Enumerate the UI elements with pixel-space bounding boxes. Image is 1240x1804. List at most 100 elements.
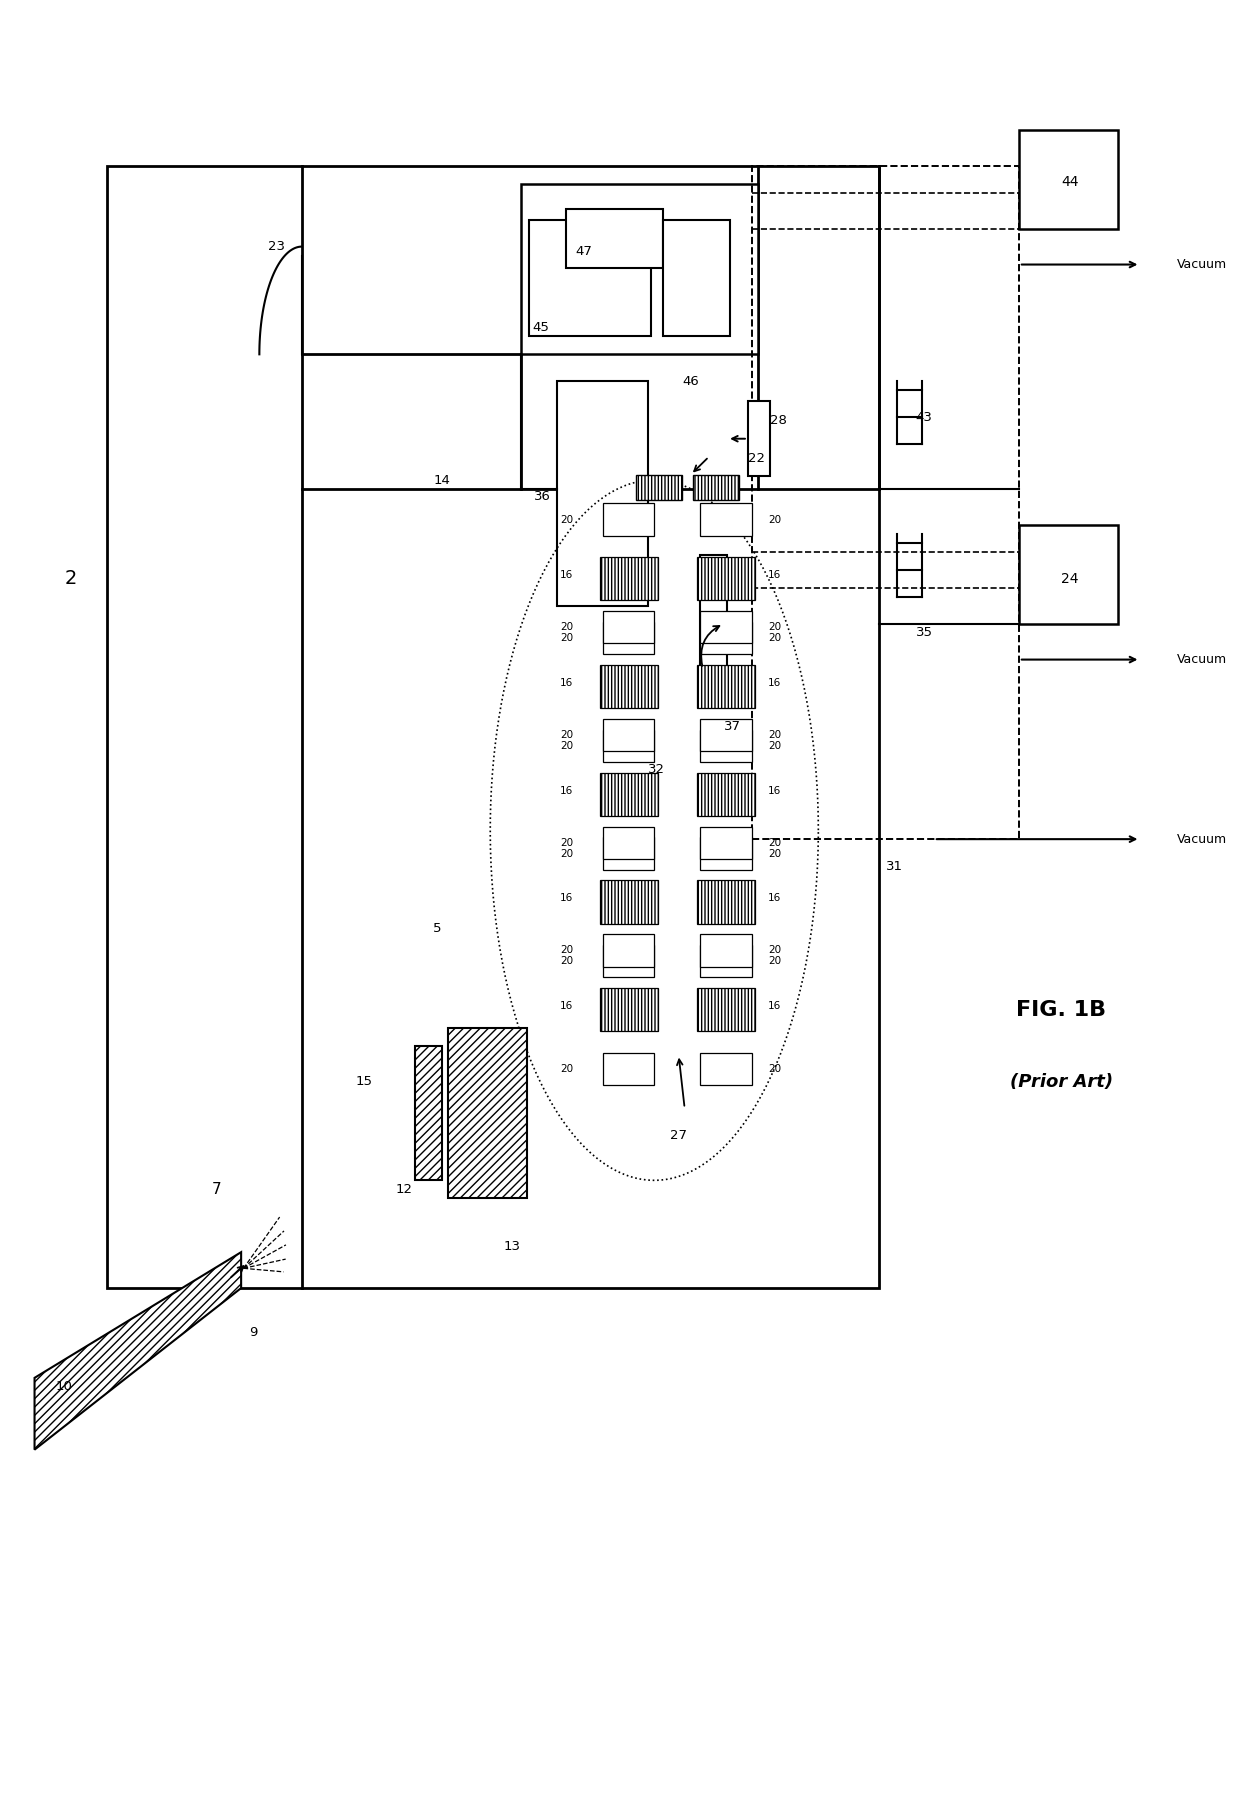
- Text: 14: 14: [433, 473, 450, 487]
- Bar: [600, 880, 658, 924]
- Bar: [701, 934, 751, 967]
- Text: Vacuum: Vacuum: [1177, 653, 1226, 666]
- Text: 16: 16: [768, 893, 781, 904]
- Text: 45: 45: [533, 321, 549, 334]
- Bar: [108, 166, 879, 1288]
- Text: 35: 35: [915, 626, 932, 639]
- Text: 20: 20: [560, 956, 573, 967]
- Text: 16: 16: [768, 787, 781, 796]
- Bar: [693, 474, 739, 500]
- Text: 20: 20: [768, 514, 781, 525]
- Bar: [636, 474, 682, 500]
- Text: 13: 13: [503, 1241, 521, 1254]
- Bar: [663, 220, 729, 336]
- Bar: [697, 880, 755, 924]
- Text: 20: 20: [560, 731, 573, 740]
- Bar: [1019, 525, 1118, 624]
- Text: 2: 2: [64, 570, 77, 588]
- Text: 16: 16: [560, 570, 573, 581]
- Text: Vacuum: Vacuum: [1177, 833, 1226, 846]
- Text: 20: 20: [768, 622, 781, 631]
- Bar: [701, 622, 751, 655]
- Text: 20: 20: [768, 633, 781, 642]
- Bar: [603, 718, 655, 750]
- Text: 10: 10: [56, 1380, 72, 1393]
- Bar: [701, 826, 751, 859]
- Bar: [600, 772, 658, 815]
- Text: 20: 20: [768, 837, 781, 848]
- Text: 16: 16: [560, 678, 573, 687]
- Text: 47: 47: [575, 245, 593, 258]
- Text: 20: 20: [560, 945, 573, 956]
- Bar: [521, 184, 758, 354]
- Bar: [748, 400, 770, 476]
- Text: 20: 20: [560, 622, 573, 631]
- Text: 20: 20: [560, 837, 573, 848]
- Bar: [529, 220, 651, 336]
- Text: 20: 20: [560, 633, 573, 642]
- Bar: [603, 934, 655, 967]
- Text: FIG. 1B: FIG. 1B: [1017, 999, 1106, 1019]
- Text: 16: 16: [560, 787, 573, 796]
- Bar: [415, 1046, 441, 1180]
- Text: 7: 7: [212, 1182, 222, 1196]
- Text: 37: 37: [724, 720, 740, 732]
- Bar: [600, 557, 658, 601]
- Text: 20: 20: [560, 514, 573, 525]
- Text: 44: 44: [1061, 175, 1079, 189]
- Text: 16: 16: [560, 1001, 573, 1012]
- Text: (Prior Art): (Prior Art): [1009, 1073, 1114, 1091]
- Bar: [565, 209, 663, 269]
- Bar: [557, 381, 649, 606]
- Bar: [701, 503, 751, 536]
- Text: 5: 5: [433, 922, 441, 936]
- Text: 16: 16: [560, 893, 573, 904]
- Text: 9: 9: [249, 1326, 258, 1339]
- Bar: [697, 772, 755, 815]
- Text: 16: 16: [768, 570, 781, 581]
- Text: 20: 20: [560, 741, 573, 750]
- Text: 43: 43: [915, 411, 932, 424]
- Bar: [751, 166, 1019, 839]
- Bar: [600, 666, 658, 707]
- Bar: [603, 622, 655, 655]
- Bar: [603, 1054, 655, 1086]
- Text: 20: 20: [768, 741, 781, 750]
- Bar: [697, 989, 755, 1032]
- Text: 12: 12: [396, 1183, 413, 1196]
- Bar: [603, 503, 655, 536]
- Text: Vacuum: Vacuum: [1177, 258, 1226, 271]
- Text: 28: 28: [770, 415, 786, 428]
- Bar: [701, 718, 751, 750]
- Text: 36: 36: [534, 489, 551, 503]
- Text: 15: 15: [356, 1075, 372, 1088]
- Bar: [603, 612, 655, 644]
- Bar: [603, 945, 655, 978]
- Text: 22: 22: [748, 453, 765, 465]
- Text: 20: 20: [768, 956, 781, 967]
- Text: 20: 20: [560, 848, 573, 859]
- Bar: [701, 556, 727, 691]
- Bar: [701, 1054, 751, 1086]
- Text: 24: 24: [1061, 572, 1079, 586]
- Text: 46: 46: [682, 375, 699, 388]
- Bar: [1019, 130, 1118, 229]
- Bar: [701, 729, 751, 761]
- Text: 20: 20: [768, 1064, 781, 1073]
- Text: 27: 27: [670, 1129, 687, 1142]
- Text: 32: 32: [649, 763, 665, 776]
- Bar: [701, 612, 751, 644]
- Bar: [701, 945, 751, 978]
- Bar: [697, 666, 755, 707]
- Text: 20: 20: [768, 731, 781, 740]
- Bar: [603, 729, 655, 761]
- Bar: [603, 837, 655, 870]
- Bar: [448, 1028, 527, 1198]
- Bar: [701, 837, 751, 870]
- Text: 23: 23: [268, 240, 285, 253]
- Text: 31: 31: [887, 859, 904, 873]
- Text: 20: 20: [768, 945, 781, 956]
- Text: 16: 16: [768, 1001, 781, 1012]
- Polygon shape: [35, 1252, 241, 1450]
- Bar: [600, 989, 658, 1032]
